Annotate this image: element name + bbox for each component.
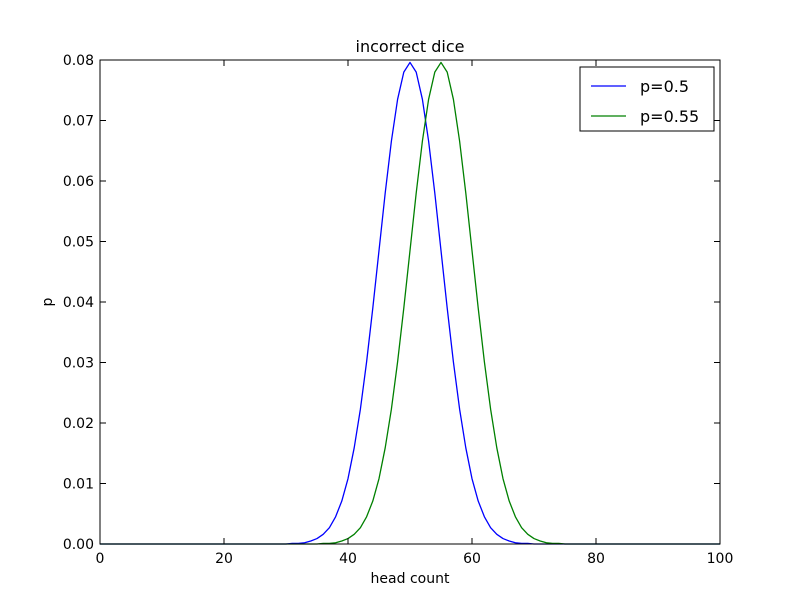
y-tick-label: 0.06 [63,174,94,190]
x-tick-label: 100 [707,551,734,567]
legend-box [579,66,715,132]
series-line-p05 [100,61,720,545]
y-tick-label: 0.02 [63,416,94,432]
legend: p=0.5 p=0.55 [579,66,715,132]
legend-label-p055: p=0.55 [640,107,699,126]
legend-label-p05: p=0.5 [640,77,689,96]
x-axis-ticks: 0 20 40 60 80 100 [96,60,734,567]
y-tick-label: 0.03 [63,356,94,372]
x-tick-label: 20 [215,551,233,567]
y-tick-label: 0.04 [63,295,94,311]
y-tick-label: 0.08 [63,53,94,69]
x-tick-label: 60 [463,551,481,567]
x-axis-label: head count [371,571,450,587]
y-tick-label: 0.00 [63,537,94,553]
plot-series [100,61,720,545]
series-line-p055 [100,61,720,545]
y-axis-label: p [40,297,56,306]
x-tick-label: 40 [339,551,357,567]
y-tick-label: 0.05 [63,235,94,251]
y-tick-label: 0.01 [63,477,94,493]
chart-title: incorrect dice [356,37,465,56]
x-tick-label: 80 [587,551,605,567]
y-tick-label: 0.07 [63,114,94,130]
y-axis-ticks: 0.00 0.01 0.02 0.03 0.04 0.05 0.06 0.07 0.08 [63,53,720,553]
plot-area-frame [99,59,721,545]
x-tick-label: 0 [96,551,105,567]
